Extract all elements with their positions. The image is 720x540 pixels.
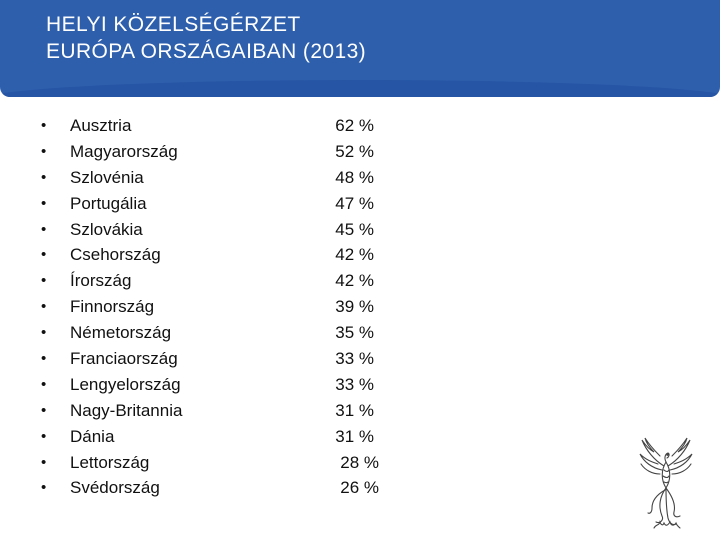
country-name: Magyarország xyxy=(70,141,178,161)
list-item: • Csehország 42 % xyxy=(0,242,720,268)
bullet: • xyxy=(41,272,47,290)
country-value: 52 % xyxy=(335,141,374,161)
list-item: • Szlovákia 45 % xyxy=(0,217,720,243)
country-value: 45 % xyxy=(335,219,374,239)
bullet: • xyxy=(41,453,47,471)
country-name: Svédország xyxy=(70,478,160,498)
country-value: 31 % xyxy=(335,400,374,420)
list-item: • Írország 42 % xyxy=(0,268,720,294)
bullet: • xyxy=(41,298,47,316)
list-item: • Dánia 31 % xyxy=(0,424,720,450)
country-value: 47 % xyxy=(335,193,374,213)
country-name: Szlovákia xyxy=(70,219,143,239)
country-value: 42 % xyxy=(335,271,374,291)
country-name: Írország xyxy=(70,271,132,291)
bullet: • xyxy=(41,324,47,342)
country-value: 35 % xyxy=(335,323,374,343)
country-name: Finnország xyxy=(70,297,155,317)
country-list: • Ausztria 62 % • Magyarország 52 % • Szlovén… xyxy=(0,113,720,501)
bullet: • xyxy=(41,220,47,238)
country-value: 31 % xyxy=(335,426,374,446)
country-value: 39 % xyxy=(335,297,374,317)
list-item: • Németország 35 % xyxy=(0,320,720,346)
list-item: • Magyarország 52 % xyxy=(0,139,720,165)
country-value: 33 % xyxy=(335,374,374,394)
bullet: • xyxy=(41,427,47,445)
title-line-2: EURÓPA ORSZÁGAIBAN (2013) xyxy=(46,40,367,63)
country-name: Portugália xyxy=(70,193,147,213)
country-name: Szlovénia xyxy=(70,167,144,187)
bullet: • xyxy=(41,142,47,160)
bullet: • xyxy=(41,479,47,497)
list-item: • Lengyelország 33 % xyxy=(0,372,720,398)
list-item: • Szlovénia 48 % xyxy=(0,165,720,191)
list-item: • Franciaország 33 % xyxy=(0,346,720,372)
country-value: 28 % xyxy=(340,452,379,472)
country-value: 42 % xyxy=(335,245,374,265)
bullet: • xyxy=(41,194,47,212)
list-item: • Svédország 26 % xyxy=(0,475,720,501)
country-name: Nagy-Britannia xyxy=(70,400,183,420)
country-name: Franciaország xyxy=(70,349,178,369)
bullet: • xyxy=(41,350,47,368)
slide-title: HELYI KÖZELSÉGÉRZET EURÓPA ORSZÁGAIBAN (… xyxy=(46,11,366,65)
bullet: • xyxy=(41,117,47,134)
country-value: 48 % xyxy=(335,167,374,187)
country-name: Lettország xyxy=(70,452,150,472)
country-name: Dánia xyxy=(70,426,115,446)
country-value: 33 % xyxy=(335,349,374,369)
title-line-1: HELYI KÖZELSÉGÉRZET xyxy=(46,13,301,36)
country-name: Csehország xyxy=(70,245,161,265)
list-item: • Finnország 39 % xyxy=(0,294,720,320)
country-name: Ausztria xyxy=(70,116,132,135)
phoenix-icon xyxy=(636,436,696,532)
bullet: • xyxy=(41,375,47,393)
list-item: • Ausztria 62 % xyxy=(0,113,720,139)
country-value: 26 % xyxy=(340,478,379,498)
country-name: Lengyelország xyxy=(70,374,181,394)
country-name: Németország xyxy=(70,323,172,343)
bullet: • xyxy=(41,246,47,264)
bullet: • xyxy=(41,401,47,419)
list-item: • Nagy-Britannia 31 % xyxy=(0,398,720,424)
country-value: 62 % xyxy=(335,116,374,135)
list-item: • Portugália 47 % xyxy=(0,191,720,217)
title-bar: HELYI KÖZELSÉGÉRZET EURÓPA ORSZÁGAIBAN (… xyxy=(0,0,720,97)
bullet: • xyxy=(41,168,47,186)
list-item: • Lettország 28 % xyxy=(0,450,720,476)
